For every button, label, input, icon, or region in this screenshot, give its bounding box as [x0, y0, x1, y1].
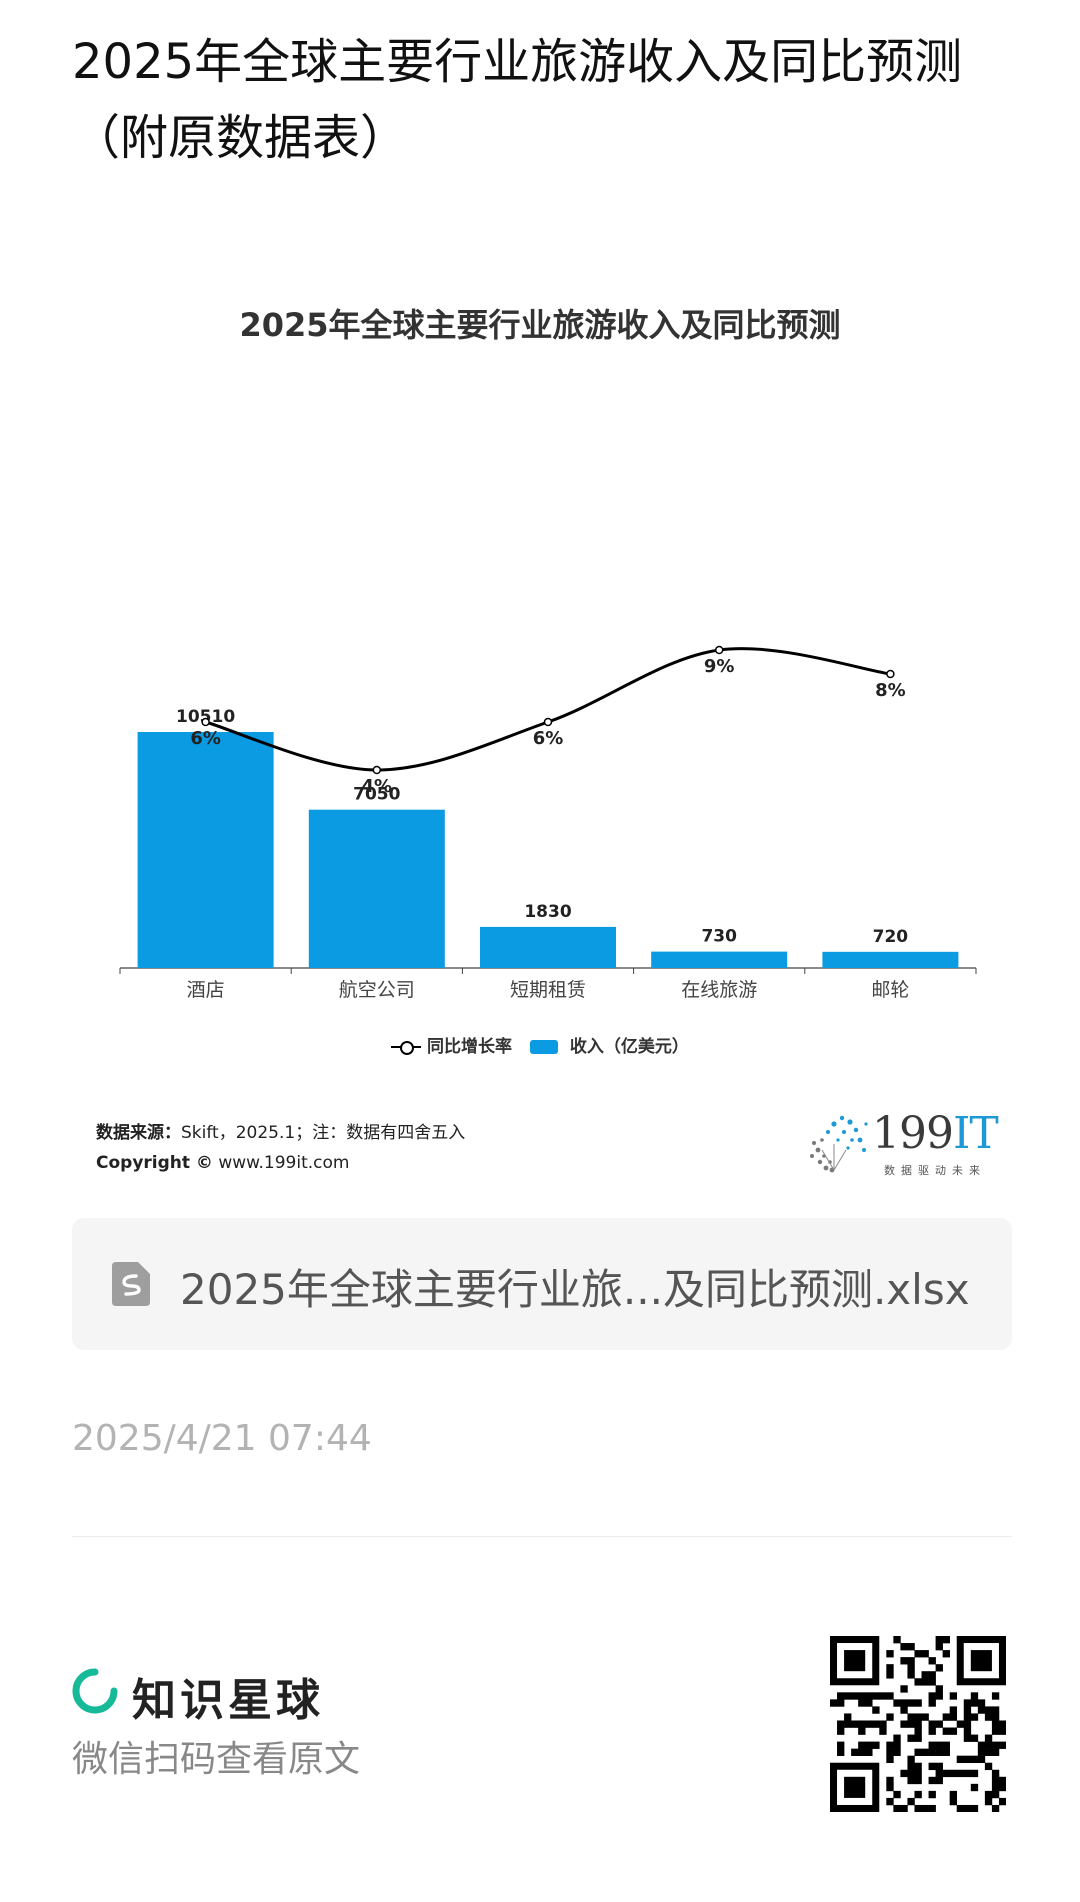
page-title: 2025年全球主要行业旅游收入及同比预测（附原数据表） — [72, 34, 963, 166]
source-text: Skift，2025.1；注：数据有四舍五入 — [181, 1123, 466, 1143]
chart-image: 10510 酒店 7050 航空公司 1830 短期租赁 730 在线旅游 720 邮轮 6% 4% 6… — [72, 280, 1008, 1200]
growth-point — [201, 717, 210, 727]
bar-value-label: 730 — [701, 927, 737, 947]
timestamp: 2025/4/21 07:44 — [72, 1418, 372, 1459]
growth-point — [372, 765, 382, 775]
copyright-key: Copyright © — [96, 1153, 213, 1173]
growth-point — [714, 645, 724, 655]
legend-label-revenue: 收入（亿美元） — [569, 1037, 689, 1057]
bar-1 — [137, 732, 274, 968]
growth-line — [205, 647, 891, 772]
growth-value-label: 4% — [362, 776, 393, 797]
bar-value-label: 1830 — [524, 902, 571, 922]
bar-5 — [822, 951, 959, 968]
growth-point — [886, 669, 895, 679]
logo-number: 199 — [872, 1108, 954, 1159]
bar-value-label: 10510 — [176, 707, 235, 727]
zsxq-logo-icon — [72, 1668, 118, 1714]
legend-line-marker-icon — [391, 1040, 422, 1055]
copyright-text: www.199it.com — [212, 1153, 350, 1173]
199it-logo: 199IT 数据驱动未来 — [804, 1108, 1004, 1182]
growth-value-label: 8% — [875, 680, 906, 701]
chart-title: 2025年全球主要行业旅游收入及同比预测 — [239, 306, 841, 344]
divider — [72, 1536, 1012, 1537]
bar-3 — [480, 926, 616, 968]
copyright-line: Copyright © www.199it.com — [96, 1148, 465, 1178]
category-label: 酒店 — [187, 979, 225, 1001]
logo-suffix: IT — [952, 1108, 999, 1159]
growth-value-label: 6% — [533, 728, 564, 749]
file-name: 2025年全球主要行业旅...及同比预测.xlsx — [180, 1265, 970, 1314]
brand-caption: 微信扫码查看原文 — [72, 1739, 361, 1780]
source-key: 数据来源： — [96, 1123, 181, 1143]
category-label: 邮轮 — [871, 979, 909, 1001]
bar-4 — [651, 951, 788, 968]
growth-value-label: 9% — [704, 656, 735, 677]
category-label: 航空公司 — [339, 979, 415, 1001]
category-label: 在线旅游 — [681, 979, 757, 1001]
source-block: 数据来源：Skift，2025.1；注：数据有四舍五入 Copyright © … — [96, 1118, 465, 1178]
bar-2 — [308, 809, 445, 968]
dandelion-logo-icon — [810, 1115, 868, 1173]
brand-name: 知识星球 — [132, 1675, 324, 1726]
growth-value-label: 6% — [190, 728, 221, 749]
logo-tagline: 数据驱动未来 — [884, 1164, 986, 1177]
spreadsheet-file-icon — [112, 1262, 150, 1306]
legend-item-revenue: 收入（亿美元） — [529, 1032, 689, 1057]
logo-text: 199IT — [872, 1108, 999, 1159]
legend-label-growth: 同比增长率 — [427, 1037, 513, 1057]
qr-code-icon[interactable] — [830, 1636, 1006, 1812]
legend-item-growth: 同比增长率 — [391, 1032, 512, 1057]
category-label: 短期租赁 — [510, 979, 586, 1001]
bar-value-label: 720 — [873, 927, 909, 947]
growth-point — [543, 717, 553, 727]
source-line: 数据来源：Skift，2025.1；注：数据有四舍五入 — [96, 1118, 465, 1148]
bar-value-label: 7050 — [353, 785, 400, 805]
file-attachment[interactable]: 2025年全球主要行业旅...及同比预测.xlsx — [72, 1218, 1012, 1350]
legend-swatch — [529, 1040, 558, 1054]
chart-legend: 同比增长率 收入（亿美元） — [72, 1032, 1008, 1057]
chart-svg: 10510 酒店 7050 航空公司 1830 短期租赁 730 在线旅游 720 邮轮 6% 4% 6… — [119, 645, 977, 1001]
